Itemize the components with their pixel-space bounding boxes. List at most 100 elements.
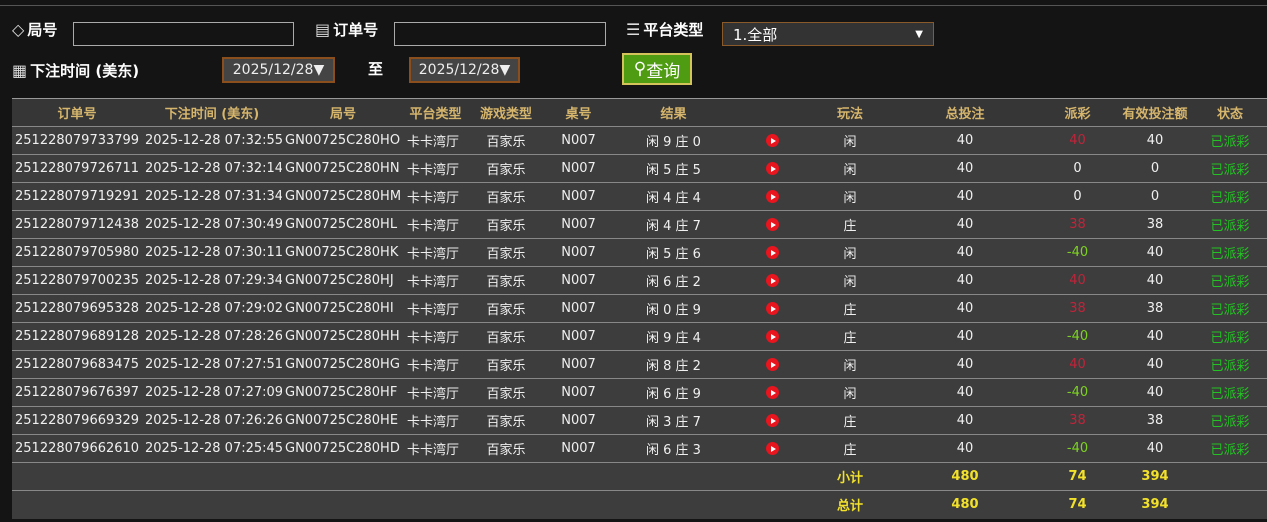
platform-cell: 卡卡湾厅	[404, 238, 467, 267]
platform-cell: 卡卡湾厅	[404, 406, 467, 435]
status-cell: 已派彩	[1195, 294, 1265, 323]
play-cell: 庄	[810, 294, 890, 323]
play-video-icon[interactable]	[766, 414, 779, 427]
order-cell: 251228079662610	[12, 434, 142, 463]
bet-cell: 40	[890, 434, 1040, 463]
table-cell: N007	[545, 238, 612, 267]
date-from-picker[interactable]: 2025/12/28▼	[222, 57, 335, 83]
table-row: 251228079669329 2025-12-28 07:26:26 GN0072…	[12, 406, 1267, 435]
valid-bet-cell: 38	[1115, 406, 1195, 435]
table-row: 251228079705980 2025-12-28 07:30:11 GN0072…	[12, 238, 1267, 267]
payout-cell: 38	[1040, 406, 1115, 435]
platform-label: ☰ 平台类型	[626, 19, 703, 40]
to-label: 至	[368, 60, 384, 78]
table-header: 订单号 下注时间 (美东) 局号 平台类型 游戏类型 桌号 结果 玩法 总投注 派彩 有效投注额 状态…	[12, 98, 1267, 127]
play-video-icon[interactable]	[766, 330, 779, 343]
round-cell: GN00725C280HD	[282, 434, 404, 463]
subtotal-row: 小计 480 74 394	[12, 462, 1267, 491]
table-cell: N007	[545, 406, 612, 435]
order-cell: 251228079719291	[12, 182, 142, 211]
bet-cell: 40	[890, 154, 1040, 183]
round-input[interactable]	[73, 22, 294, 46]
play-video-icon[interactable]	[766, 246, 779, 259]
status-cell: 已派彩	[1195, 238, 1265, 267]
calendar-icon: ▦	[12, 61, 28, 80]
video-cell	[735, 350, 810, 379]
play-cell: 庄	[810, 406, 890, 435]
status-cell: 已派彩	[1195, 350, 1265, 379]
order-input[interactable]	[394, 22, 606, 46]
play-video-icon[interactable]	[766, 162, 779, 175]
platform-selected: 1.全部	[733, 25, 778, 44]
play-video-icon[interactable]	[766, 134, 779, 147]
table-row: 251228079712438 2025-12-28 07:30:49 GN0072…	[12, 210, 1267, 239]
round-cell: GN00725C280HN	[282, 154, 404, 183]
play-video-icon[interactable]	[766, 190, 779, 203]
date-to-picker[interactable]: 2025/12/28▼	[409, 57, 520, 83]
play-cell: 闲	[810, 154, 890, 183]
top-divider	[0, 5, 1267, 6]
play-cell: 闲	[810, 266, 890, 295]
play-video-icon[interactable]	[766, 218, 779, 231]
empty	[1265, 462, 1267, 491]
column-header: 订单号	[12, 98, 142, 127]
search-label: 查询	[646, 61, 681, 82]
video-cell	[735, 154, 810, 183]
table-row: 251228079689128 2025-12-28 07:28:26 GN0072…	[12, 322, 1267, 351]
valid-bet-cell: 40	[1115, 126, 1195, 155]
valid-bet-cell: 40	[1115, 266, 1195, 295]
payout-cell: -40	[1040, 434, 1115, 463]
payout-cell: 38	[1040, 294, 1115, 323]
order-cell: 251228079683475	[12, 350, 142, 379]
game-extra-cell	[1265, 210, 1267, 239]
total-valid: 394	[1115, 490, 1195, 519]
status-cell: 已派彩	[1195, 322, 1265, 351]
round-cell: GN00725C280HE	[282, 406, 404, 435]
game-extra-cell	[1265, 350, 1267, 379]
video-cell	[735, 238, 810, 267]
payout-cell: -40	[1040, 378, 1115, 407]
result-cell: 闲 6 庄 3	[612, 434, 735, 463]
valid-bet-cell: 0	[1115, 154, 1195, 183]
table-cell: N007	[545, 266, 612, 295]
table-row: 251228079726711 2025-12-28 07:32:14 GN0072…	[12, 154, 1267, 183]
order-cell: 251228079689128	[12, 322, 142, 351]
order-cell: 251228079705980	[12, 238, 142, 267]
valid-bet-cell: 38	[1115, 294, 1195, 323]
bet-cell: 40	[890, 350, 1040, 379]
play-video-icon[interactable]	[766, 442, 779, 455]
table-cell: N007	[545, 322, 612, 351]
column-header: 有效投注额	[1115, 98, 1195, 127]
play-video-icon[interactable]	[766, 274, 779, 287]
play-video-icon[interactable]	[766, 302, 779, 315]
search-button[interactable]: ⚲ 查询	[622, 53, 692, 85]
play-video-icon[interactable]	[766, 386, 779, 399]
round-cell: GN00725C280HK	[282, 238, 404, 267]
game-extra-cell	[1265, 294, 1267, 323]
order-label-text: 订单号	[333, 21, 379, 39]
time-cell: 2025-12-28 07:29:34	[142, 266, 282, 295]
game-cell: 百家乐	[467, 294, 545, 323]
status-cell: 已派彩	[1195, 210, 1265, 239]
order-cell: 251228079695328	[12, 294, 142, 323]
bet-cell: 40	[890, 322, 1040, 351]
play-cell: 庄	[810, 322, 890, 351]
time-cell: 2025-12-28 07:26:26	[142, 406, 282, 435]
round-cell: GN00725C280HM	[282, 182, 404, 211]
game-cell: 百家乐	[467, 378, 545, 407]
time-label: ▦ 下注时间 (美东)	[12, 60, 139, 81]
column-header: 游戏	[1265, 98, 1267, 127]
round-cell: GN00725C280HH	[282, 322, 404, 351]
valid-bet-cell: 40	[1115, 434, 1195, 463]
platform-cell: 卡卡湾厅	[404, 266, 467, 295]
platform-select[interactable]: 1.全部 ▼	[722, 22, 934, 46]
valid-bet-cell: 40	[1115, 378, 1195, 407]
game-extra-cell	[1265, 434, 1267, 463]
spacer	[12, 462, 810, 491]
round-label-text: 局号	[27, 21, 58, 39]
table-row: 251228079695328 2025-12-28 07:29:02 GN0072…	[12, 294, 1267, 323]
game-cell: 百家乐	[467, 350, 545, 379]
play-video-icon[interactable]	[766, 358, 779, 371]
payout-cell: 0	[1040, 154, 1115, 183]
bet-cell: 40	[890, 182, 1040, 211]
